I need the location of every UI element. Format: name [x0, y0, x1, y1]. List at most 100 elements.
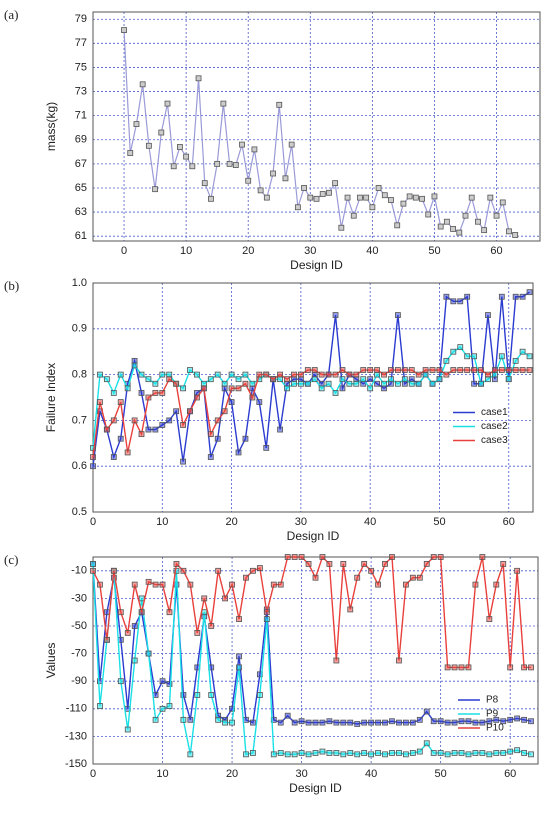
data-point	[220, 100, 227, 107]
data-point	[458, 664, 465, 671]
data-point	[318, 385, 325, 392]
data-point	[368, 719, 375, 726]
data-point	[347, 606, 354, 613]
data-point	[498, 353, 505, 360]
data-point	[350, 212, 357, 219]
data-point	[90, 567, 96, 574]
panel-label: (c)	[4, 552, 18, 567]
series-line	[92, 291, 530, 467]
series-line	[92, 563, 532, 756]
data-point	[90, 454, 96, 460]
data-point	[304, 380, 311, 387]
data-point	[180, 716, 187, 723]
data-point	[297, 371, 304, 378]
data-point	[444, 664, 451, 671]
data-point	[90, 444, 96, 451]
data-point	[200, 385, 207, 392]
data-point	[232, 162, 239, 168]
data-point	[367, 385, 374, 392]
data-point	[450, 348, 457, 355]
data-point	[528, 664, 534, 671]
data-point	[354, 721, 361, 727]
data-point	[485, 371, 491, 378]
data-point	[457, 298, 464, 305]
legend-label: P8	[486, 695, 499, 706]
data-point	[214, 435, 221, 442]
data-point	[491, 367, 498, 373]
y-tick-label: 73	[75, 85, 87, 97]
data-point	[145, 376, 152, 383]
data-point	[256, 565, 263, 571]
y-tick-label: 1.0	[72, 277, 87, 289]
data-point	[505, 367, 512, 373]
data-point	[166, 609, 173, 616]
data-point	[332, 371, 339, 378]
data-point	[291, 751, 298, 758]
data-point	[519, 367, 526, 373]
data-point	[235, 385, 242, 392]
data-point	[103, 426, 110, 433]
data-point	[242, 435, 249, 442]
data-point	[514, 747, 521, 754]
data-point	[382, 561, 388, 567]
data-point	[235, 376, 242, 383]
legend-label: P9	[486, 709, 499, 720]
x-tick-label: 40	[364, 516, 376, 528]
x-axis-label: Design ID	[287, 529, 340, 543]
data-point	[159, 581, 166, 588]
data-point	[229, 719, 235, 726]
data-point	[284, 385, 290, 392]
y-tick-label: -30	[71, 592, 87, 604]
data-point	[332, 390, 339, 396]
data-point	[514, 715, 521, 722]
y-tick-label: 0.7	[72, 414, 87, 426]
data-point	[166, 376, 173, 383]
data-point	[444, 751, 451, 758]
y-tick-label: -70	[71, 648, 87, 660]
plot-border	[92, 556, 539, 765]
data-point	[361, 561, 368, 567]
y-axis-label: Failure Index	[44, 363, 58, 432]
data-point	[500, 718, 507, 725]
data-point	[368, 751, 375, 758]
data-point	[374, 380, 380, 387]
data-point	[256, 371, 263, 378]
x-tick-label: 20	[226, 768, 238, 780]
data-point	[131, 623, 138, 629]
data-point	[145, 394, 152, 401]
data-point	[339, 385, 346, 392]
data-point	[298, 750, 305, 756]
y-tick-label: 0.9	[72, 323, 87, 335]
data-point	[173, 408, 180, 415]
y-axis-label: mass(kg)	[44, 102, 58, 151]
data-point	[305, 719, 312, 726]
data-point	[110, 390, 117, 396]
data-point	[180, 422, 186, 428]
data-point	[319, 554, 326, 560]
series-line	[123, 30, 516, 236]
data-point	[493, 750, 500, 756]
data-point	[430, 750, 437, 756]
data-point	[468, 194, 475, 201]
plot-area	[93, 283, 533, 512]
data-point	[381, 380, 387, 387]
data-point	[498, 367, 505, 373]
data-point	[138, 371, 145, 378]
data-point	[228, 371, 235, 378]
data-point	[195, 75, 202, 82]
data-point	[526, 367, 533, 373]
data-point	[131, 581, 138, 588]
legend-label: case2	[481, 421, 508, 432]
y-tick-label: 63	[75, 206, 87, 218]
data-point	[401, 376, 408, 383]
data-point	[294, 204, 301, 211]
data-point	[512, 367, 519, 373]
data-point	[250, 567, 256, 574]
data-point	[430, 718, 437, 725]
plot-area	[93, 12, 540, 241]
data-point	[145, 650, 152, 657]
data-point	[159, 705, 166, 712]
x-tick-label: 30	[295, 516, 307, 528]
data-point	[375, 719, 381, 726]
